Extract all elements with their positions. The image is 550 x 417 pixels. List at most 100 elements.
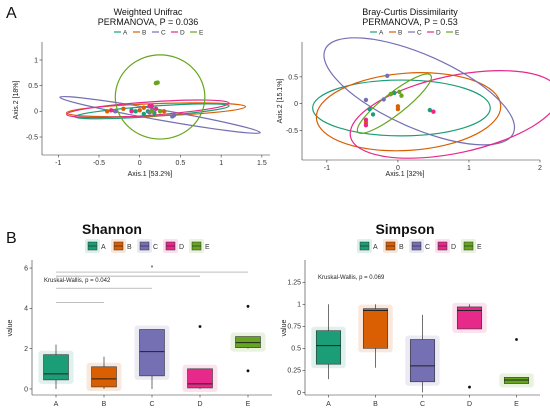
legend-label: C bbox=[153, 244, 158, 251]
y-ticks: 0 0.25 0.5 0.75 1 1.25 bbox=[287, 280, 305, 397]
box-b bbox=[91, 366, 117, 388]
y-tick-label: 0.5 bbox=[28, 83, 38, 90]
x-tick-label: A bbox=[326, 401, 331, 408]
point-e bbox=[149, 109, 155, 114]
chart-weighted-unifrac: Weighted Unifrac PERMANOVA, P = 0.036 A B… bbox=[13, 7, 270, 178]
legend: A B C D E bbox=[370, 29, 460, 36]
comparison-brackets: * bbox=[56, 265, 248, 303]
point-c bbox=[363, 97, 369, 103]
x-tick-label: 2 bbox=[538, 165, 542, 172]
ellipse-d bbox=[349, 70, 550, 159]
point-e bbox=[399, 93, 404, 98]
outlier-e bbox=[246, 369, 250, 373]
y-tick-label: 1.25 bbox=[287, 280, 301, 287]
y-axis-label: Axis.2 [15.1%] bbox=[277, 79, 284, 124]
point-d bbox=[431, 109, 436, 114]
outlier-d bbox=[468, 385, 471, 389]
box-a bbox=[315, 330, 342, 365]
point-c bbox=[385, 73, 390, 78]
point-d bbox=[153, 106, 159, 111]
box-c bbox=[139, 329, 165, 377]
y-tick-label: 0 bbox=[34, 109, 38, 116]
box-c bbox=[409, 339, 436, 383]
chart-title: Simpson bbox=[375, 221, 434, 237]
points bbox=[104, 80, 177, 119]
ellipse-a bbox=[312, 79, 491, 137]
point-b bbox=[395, 104, 401, 109]
x-ticks: -1 0 1 2 bbox=[324, 160, 542, 172]
legend: A B C D E bbox=[357, 239, 482, 253]
y-tick-label: 0.75 bbox=[287, 324, 301, 331]
box-a bbox=[43, 354, 69, 381]
y-axis-label: Axis.2 [18%] bbox=[13, 80, 20, 119]
x-tick-label: B bbox=[102, 401, 107, 408]
x-tick-label: -0.5 bbox=[93, 160, 105, 167]
y-tick-label: 0.5 bbox=[288, 74, 298, 81]
point-d bbox=[109, 108, 114, 113]
chart-subtitle: PERMANOVA, P = 0.53 bbox=[362, 17, 457, 27]
point-b bbox=[121, 106, 126, 111]
x-tick-label: A bbox=[54, 401, 59, 408]
ellipse-e bbox=[356, 73, 432, 134]
point-d bbox=[129, 109, 134, 114]
legend-label: C bbox=[161, 29, 166, 36]
legend-label: B bbox=[398, 29, 402, 36]
point-d bbox=[363, 117, 369, 122]
chart-bray-curtis: Bray-Curtis Dissimilarity PERMANOVA, P =… bbox=[277, 7, 550, 178]
point-c bbox=[171, 113, 177, 118]
legend: A B C D E bbox=[114, 29, 204, 36]
ellipse-d bbox=[66, 99, 230, 119]
legend-label: B bbox=[142, 29, 146, 36]
point-a bbox=[392, 90, 397, 96]
panel-label-a: A bbox=[6, 5, 17, 22]
point-b bbox=[104, 109, 110, 114]
y-ticks: -0.5 0 0.5 bbox=[286, 74, 302, 135]
legend-label: D bbox=[179, 244, 184, 251]
y-tick-label: -0.5 bbox=[286, 128, 298, 135]
point-a bbox=[367, 106, 372, 112]
boxes bbox=[38, 304, 266, 392]
point-b bbox=[137, 108, 142, 113]
ellipse-e bbox=[114, 54, 206, 140]
ellipses bbox=[312, 37, 550, 159]
point-a bbox=[133, 109, 138, 114]
x-tick-label: B bbox=[373, 401, 378, 408]
legend-label: A bbox=[123, 29, 128, 36]
x-tick-label: -1 bbox=[55, 160, 61, 167]
y-tick-label: 4 bbox=[24, 306, 28, 313]
legend-label: D bbox=[436, 29, 441, 36]
y-tick-label: 0.5 bbox=[291, 346, 301, 353]
panel-label-b: B bbox=[6, 230, 17, 247]
point-b bbox=[141, 105, 146, 110]
legend-label: A bbox=[373, 244, 378, 251]
legend-label: C bbox=[425, 244, 430, 251]
y-axis-label: value bbox=[7, 320, 14, 337]
outlier-e bbox=[246, 304, 250, 308]
x-tick-label: E bbox=[514, 401, 519, 408]
box-e bbox=[235, 336, 261, 348]
y-tick-label: 6 bbox=[24, 265, 28, 272]
chart-subtitle: PERMANOVA, P = 0.036 bbox=[98, 17, 198, 27]
box-b bbox=[362, 308, 389, 349]
legend-label: E bbox=[199, 29, 204, 36]
legend-label: E bbox=[477, 244, 482, 251]
x-ticks: -1 -0.5 0 0.5 1 1.5 bbox=[55, 155, 267, 167]
x-tick-label: E bbox=[246, 401, 251, 408]
x-tick-label: D bbox=[197, 401, 202, 408]
point-c bbox=[113, 109, 118, 114]
y-tick-label: 0.25 bbox=[287, 368, 301, 375]
x-tick-label: 0 bbox=[396, 165, 400, 172]
y-tick-label: 0 bbox=[294, 101, 298, 108]
y-ticks: -0.5 0 0.5 1 bbox=[26, 57, 42, 141]
legend-label: D bbox=[180, 29, 185, 36]
outlier-d bbox=[198, 325, 202, 328]
point-e bbox=[155, 80, 160, 85]
legend-label: E bbox=[205, 244, 210, 251]
legend-label: A bbox=[379, 29, 384, 36]
point-c bbox=[381, 97, 386, 102]
outlier-e bbox=[515, 338, 518, 341]
